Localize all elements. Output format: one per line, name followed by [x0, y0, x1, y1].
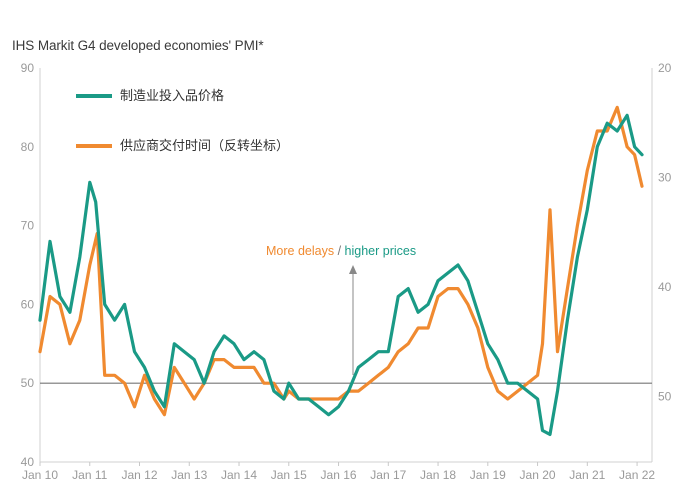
right-tick-label: 40: [658, 280, 672, 294]
left-tick-label: 80: [21, 140, 35, 154]
legend-label-input-prices: 制造业投入品价格: [120, 88, 224, 104]
annotation-higher-prices: higher prices: [345, 244, 417, 258]
chart-title: IHS Markit G4 developed economies' PMI*: [12, 38, 264, 53]
x-axis: Jan 10 Jan 11 Jan 12 Jan 13 Jan 14 Jan 15 Jan …: [22, 462, 655, 482]
left-axis: 40 50 60 70 80 90: [21, 61, 35, 469]
x-tick-label: Jan 21: [569, 468, 605, 482]
x-tick-label: Jan 19: [470, 468, 506, 482]
x-tick-label: Jan 20: [520, 468, 556, 482]
left-tick-label: 70: [21, 219, 35, 233]
left-tick-label: 90: [21, 61, 35, 75]
x-tick-label: Jan 13: [171, 468, 207, 482]
left-tick-label: 50: [21, 376, 35, 390]
series-line-input-prices: [38, 113, 644, 436]
x-tick-label: Jan 10: [22, 468, 58, 482]
x-tick-label: Jan 18: [420, 468, 456, 482]
annotation: More delays / higher prices: [266, 244, 416, 375]
left-tick-label: 60: [21, 297, 35, 311]
right-tick-label: 20: [658, 61, 672, 75]
x-tick-label: Jan 15: [271, 468, 307, 482]
legend: 制造业投入品价格 供应商交付时间（反转坐标）: [76, 88, 289, 154]
legend-label-delivery-times: 供应商交付时间（反转坐标）: [120, 138, 289, 154]
left-tick-label: 40: [21, 455, 35, 469]
x-tick-label: Jan 11: [72, 468, 107, 482]
x-tick-label: Jan 16: [321, 468, 357, 482]
annotation-more-delays: More delays: [266, 244, 334, 258]
x-tick-label: Jan 14: [221, 468, 257, 482]
right-axis: 20 30 40 50: [658, 61, 672, 403]
x-tick-label: Jan 17: [370, 468, 406, 482]
right-tick-label: 30: [658, 170, 672, 184]
right-tick-label: 50: [658, 389, 672, 403]
x-tick-label: Jan 12: [121, 468, 157, 482]
x-tick-label: Jan 22: [619, 468, 655, 482]
series-lines: [38, 105, 644, 436]
series-line-delivery-times: [38, 105, 644, 417]
svg-text:More delays / higher prices: More delays / higher prices: [266, 244, 416, 258]
annotation-separator: /: [334, 244, 344, 258]
annotation-arrow-head: [349, 265, 357, 274]
